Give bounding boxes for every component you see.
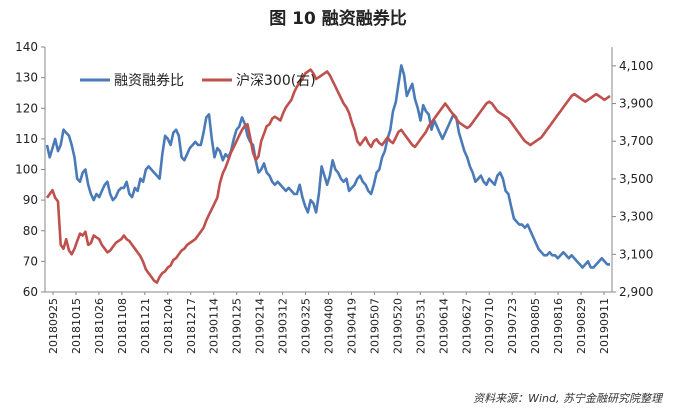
x-tick-label: 20190419: [345, 298, 358, 354]
right-tick-label: 2,900: [619, 285, 653, 299]
series-line-margin-ratio: [45, 64, 610, 269]
left-tick-label: 140: [15, 40, 38, 54]
left-tick-label: 100: [15, 163, 38, 177]
x-tick-label: 20181204: [162, 298, 175, 354]
x-tick-label: 20190125: [231, 298, 244, 354]
right-tick-label: 3,300: [619, 210, 653, 224]
left-tick-label: 80: [23, 224, 38, 238]
x-tick-label: 20181121: [139, 298, 152, 354]
x-tick-label: 20190627: [460, 298, 473, 354]
x-tick-label: 20190710: [483, 298, 496, 354]
legend-item-hs300-label: 沪深300(右): [236, 73, 316, 89]
right-tick-label: 3,900: [619, 97, 653, 111]
x-tick-label: 20190114: [208, 298, 221, 354]
left-tick-label: 90: [23, 193, 38, 207]
right-tick-label: 4,100: [619, 59, 653, 73]
x-tick-label: 20181015: [70, 298, 83, 354]
x-tick-label: 20180925: [47, 298, 60, 354]
left-tick-label: 120: [15, 101, 38, 115]
left-tick-label: 70: [23, 254, 38, 268]
x-tick-label: 20190805: [529, 298, 542, 354]
series-layer: [45, 64, 611, 284]
x-tick-label: 20190531: [414, 298, 427, 354]
source-note: 资料来源：Wind, 苏宁金融研究院整理: [473, 392, 662, 405]
left-tick-label: 110: [15, 132, 38, 146]
chart-legend: 融资融券比 沪深300(右): [80, 73, 316, 89]
x-tick-label: 20181108: [116, 298, 129, 354]
x-tick-label: 20190312: [277, 298, 290, 354]
series-line-hs300: [45, 68, 611, 284]
x-tick-label: 20181026: [93, 298, 106, 354]
x-tick-label: 20190816: [552, 298, 565, 354]
x-tick-label: 20190507: [368, 298, 381, 354]
figure-title: 图 10 融资融券比: [269, 9, 407, 29]
x-tick-label: 20190408: [323, 298, 336, 354]
x-tick-label: 20181217: [185, 298, 198, 354]
right-tick-label: 3,700: [619, 134, 653, 148]
x-tick-label: 20190723: [506, 298, 519, 354]
right-tick-label: 3,500: [619, 172, 653, 186]
left-tick-label: 130: [15, 71, 38, 85]
chart-axes: 60 70 80 90 100 110 120 130 140 2,900 3,100 3,300 3,…: [15, 40, 653, 354]
x-tick-label: 20190829: [575, 298, 588, 354]
x-tick-label: 20190614: [437, 298, 450, 354]
x-tick-label: 20190520: [391, 298, 404, 354]
x-tick-label: 20190214: [254, 298, 267, 354]
x-tick-label: 20190325: [300, 298, 313, 354]
right-tick-label: 3,100: [619, 247, 653, 261]
x-tick-label: 20190911: [598, 298, 611, 354]
legend-item-margin-ratio-label: 融资融券比: [114, 73, 184, 89]
left-tick-label: 60: [23, 285, 38, 299]
